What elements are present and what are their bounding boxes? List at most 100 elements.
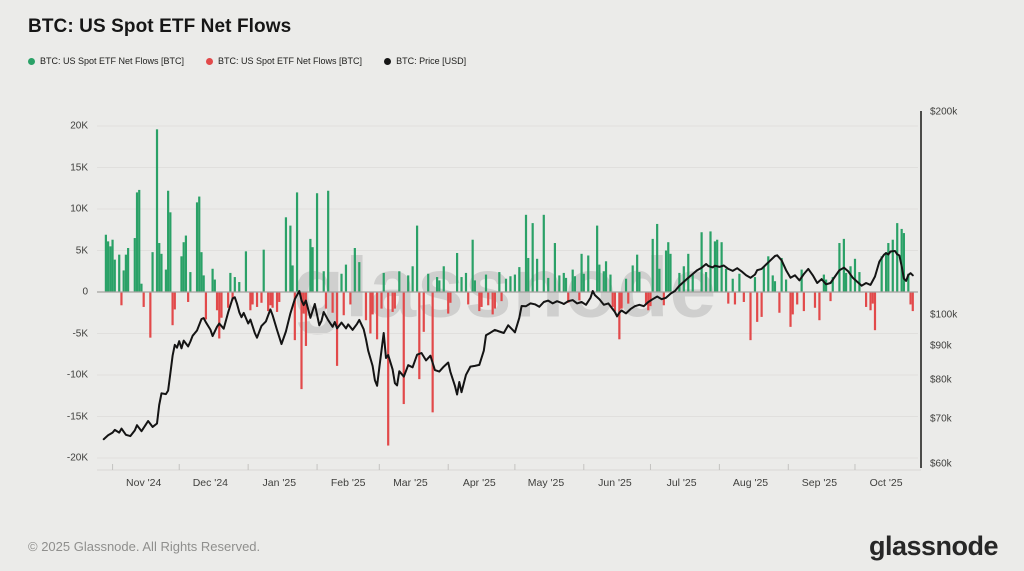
netflow-bar bbox=[324, 292, 328, 309]
y-right-tick-label: $80k bbox=[930, 374, 952, 386]
netflow-bar bbox=[822, 274, 825, 292]
netflow-bar bbox=[871, 292, 874, 304]
netflow-bar bbox=[789, 292, 792, 327]
netflow-bar bbox=[315, 193, 319, 292]
legend-item-1[interactable]: BTC: US Spot ETF Net Flows [BTC] bbox=[206, 56, 362, 66]
netflow-bar bbox=[271, 292, 274, 308]
netflow-bar bbox=[135, 192, 139, 292]
netflow-bar bbox=[442, 266, 445, 292]
netflow-bar bbox=[829, 292, 832, 302]
netflow-bar bbox=[182, 242, 185, 292]
netflow-bar bbox=[269, 292, 272, 306]
netflow-bar bbox=[771, 275, 774, 292]
netflow-bar bbox=[331, 292, 334, 313]
netflow-bar bbox=[853, 258, 857, 292]
netflow-bar bbox=[418, 292, 421, 380]
netflow-bar bbox=[460, 277, 463, 292]
netflow-bar bbox=[527, 257, 530, 292]
netflow-bar bbox=[831, 277, 834, 292]
netflow-bar bbox=[849, 266, 852, 292]
netflow-bar bbox=[756, 292, 759, 322]
netflow-bar bbox=[480, 292, 483, 307]
netflow-bar bbox=[213, 279, 216, 292]
netflow-bar bbox=[598, 264, 601, 292]
netflow-bar bbox=[229, 272, 232, 292]
netflow-bar bbox=[233, 277, 236, 292]
netflow-bar bbox=[613, 292, 617, 312]
netflow-bar bbox=[275, 292, 279, 312]
netflow-bar bbox=[220, 292, 223, 318]
flows-price-chart[interactable] bbox=[97, 110, 924, 474]
chart-legend: BTC: US Spot ETF Net Flows [BTC] BTC: US … bbox=[28, 56, 466, 66]
netflow-bar bbox=[300, 292, 303, 390]
netflow-bar bbox=[500, 292, 503, 302]
netflow-bar bbox=[238, 282, 241, 292]
netflow-bar bbox=[167, 190, 170, 292]
netflow-bar bbox=[669, 253, 672, 292]
netflow-bar bbox=[724, 268, 728, 292]
netflow-bar bbox=[218, 292, 221, 339]
netflow-bar bbox=[880, 256, 883, 292]
netflow-bar bbox=[802, 292, 805, 312]
netflow-bar bbox=[195, 202, 199, 292]
netflow-bar bbox=[382, 272, 385, 292]
netflow-bar bbox=[164, 269, 168, 292]
netflow-bar bbox=[587, 255, 590, 292]
netflow-bar bbox=[618, 292, 621, 340]
netflow-bar bbox=[187, 292, 190, 302]
netflow-bar bbox=[911, 292, 914, 312]
netflow-bar bbox=[682, 266, 685, 292]
x-axis-month-label: Feb '25 bbox=[330, 477, 366, 489]
netflow-bar bbox=[656, 223, 659, 292]
netflow-bar bbox=[358, 262, 361, 292]
netflow-bar bbox=[109, 246, 112, 292]
netflow-bar bbox=[449, 292, 452, 303]
legend-item-2[interactable]: BTC: Price [USD] bbox=[384, 56, 466, 66]
netflow-bar bbox=[375, 292, 379, 340]
netflow-bar bbox=[427, 273, 430, 292]
netflow-bar bbox=[733, 292, 737, 305]
netflow-bar bbox=[869, 292, 872, 311]
netflow-bar bbox=[547, 277, 550, 292]
x-axis-month-label: Jul '25 bbox=[666, 477, 697, 489]
netflow-bar bbox=[111, 239, 114, 292]
x-axis-month-label: May '25 bbox=[527, 477, 565, 489]
copyright-text: © 2025 Glassnode. All Rights Reserved. bbox=[28, 539, 261, 554]
netflow-bar bbox=[760, 292, 763, 317]
netflow-bar bbox=[260, 292, 263, 303]
netflow-bar bbox=[189, 272, 192, 292]
netflow-bar bbox=[415, 225, 419, 292]
y-left-tick-label: 5K bbox=[75, 245, 88, 256]
netflow-bar bbox=[651, 238, 654, 292]
netflow-bar bbox=[498, 272, 501, 292]
legend-item-0[interactable]: BTC: US Spot ETF Net Flows [BTC] bbox=[28, 56, 184, 66]
netflow-bar bbox=[704, 272, 708, 292]
x-axis-month-label: Apr '25 bbox=[462, 477, 496, 489]
netflow-bar bbox=[858, 272, 861, 292]
netflow-bar bbox=[596, 225, 599, 292]
netflow-bar bbox=[387, 292, 390, 446]
legend-dot-icon bbox=[206, 57, 214, 65]
netflow-bar bbox=[864, 292, 868, 307]
netflow-bar bbox=[567, 292, 570, 303]
netflow-bar bbox=[818, 292, 821, 321]
netflow-bar bbox=[284, 217, 288, 292]
netflow-bar bbox=[504, 278, 508, 292]
netflow-bar bbox=[173, 292, 176, 310]
netflow-bar bbox=[184, 235, 188, 292]
netflow-bar bbox=[738, 273, 741, 292]
netflow-bar bbox=[838, 243, 841, 292]
netflow-bar bbox=[518, 267, 521, 292]
netflow-bar bbox=[267, 292, 270, 312]
netflow-bar bbox=[602, 271, 605, 292]
netflow-bar bbox=[609, 274, 612, 292]
netflow-bar bbox=[667, 242, 670, 292]
netflow-bar bbox=[215, 292, 219, 311]
netflow-bar bbox=[471, 239, 474, 292]
netflow-bar bbox=[578, 292, 581, 301]
netflow-bar bbox=[289, 225, 292, 292]
netflow-bar bbox=[778, 292, 781, 313]
netflow-bar bbox=[371, 292, 374, 315]
netflow-bar bbox=[909, 292, 912, 305]
netflow-bar bbox=[824, 279, 828, 292]
